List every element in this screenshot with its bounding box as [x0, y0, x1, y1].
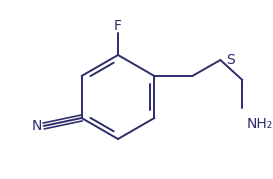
Text: N: N — [31, 119, 42, 133]
Text: F: F — [114, 19, 122, 33]
Text: S: S — [226, 53, 235, 67]
Text: NH₂: NH₂ — [246, 117, 273, 131]
